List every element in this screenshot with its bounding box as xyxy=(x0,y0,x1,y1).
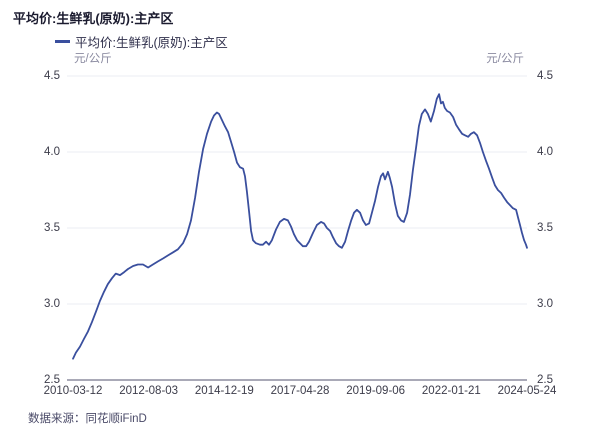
legend-label: 平均价:生鲜乳(原奶):主产区 xyxy=(75,36,228,50)
x-tick-label: 2022-01-21 xyxy=(421,385,481,397)
x-tick-label: 2010-03-12 xyxy=(43,385,103,397)
y-axis-unit-left: 元/公斤 xyxy=(74,53,112,65)
legend: 平均价:生鲜乳(原奶):主产区 xyxy=(55,34,228,50)
y-axis-unit-right: 元/公斤 xyxy=(486,53,524,65)
y-tick-label-right: 3.0 xyxy=(537,298,553,310)
x-tick-label: 2012-08-03 xyxy=(119,385,179,397)
x-tick-label: 2024-05-24 xyxy=(497,385,557,397)
legend-line-swatch xyxy=(55,40,70,43)
data-source: 数据来源：同花顺iFinD xyxy=(28,413,147,425)
y-tick-label-left: 2.5 xyxy=(44,374,60,386)
y-tick-label-left: 4.0 xyxy=(44,146,60,158)
x-tick-label: 2014-12-19 xyxy=(194,385,254,397)
x-tick-label: 2017-04-28 xyxy=(270,385,330,397)
y-tick-label-left: 3.5 xyxy=(44,222,60,234)
price-line-series xyxy=(72,93,528,360)
y-tick-label-right: 2.5 xyxy=(537,374,553,386)
y-tick-label-left: 4.5 xyxy=(44,70,60,82)
y-tick-label-right: 3.5 xyxy=(537,222,553,234)
x-tick-label: 2019-09-06 xyxy=(346,385,406,397)
y-tick-label-left: 3.0 xyxy=(44,298,60,310)
chart-title: 平均价:生鲜乳(原奶):主产区 xyxy=(13,11,174,26)
y-tick-label-right: 4.0 xyxy=(537,146,553,158)
y-tick-label-right: 4.5 xyxy=(537,70,553,82)
